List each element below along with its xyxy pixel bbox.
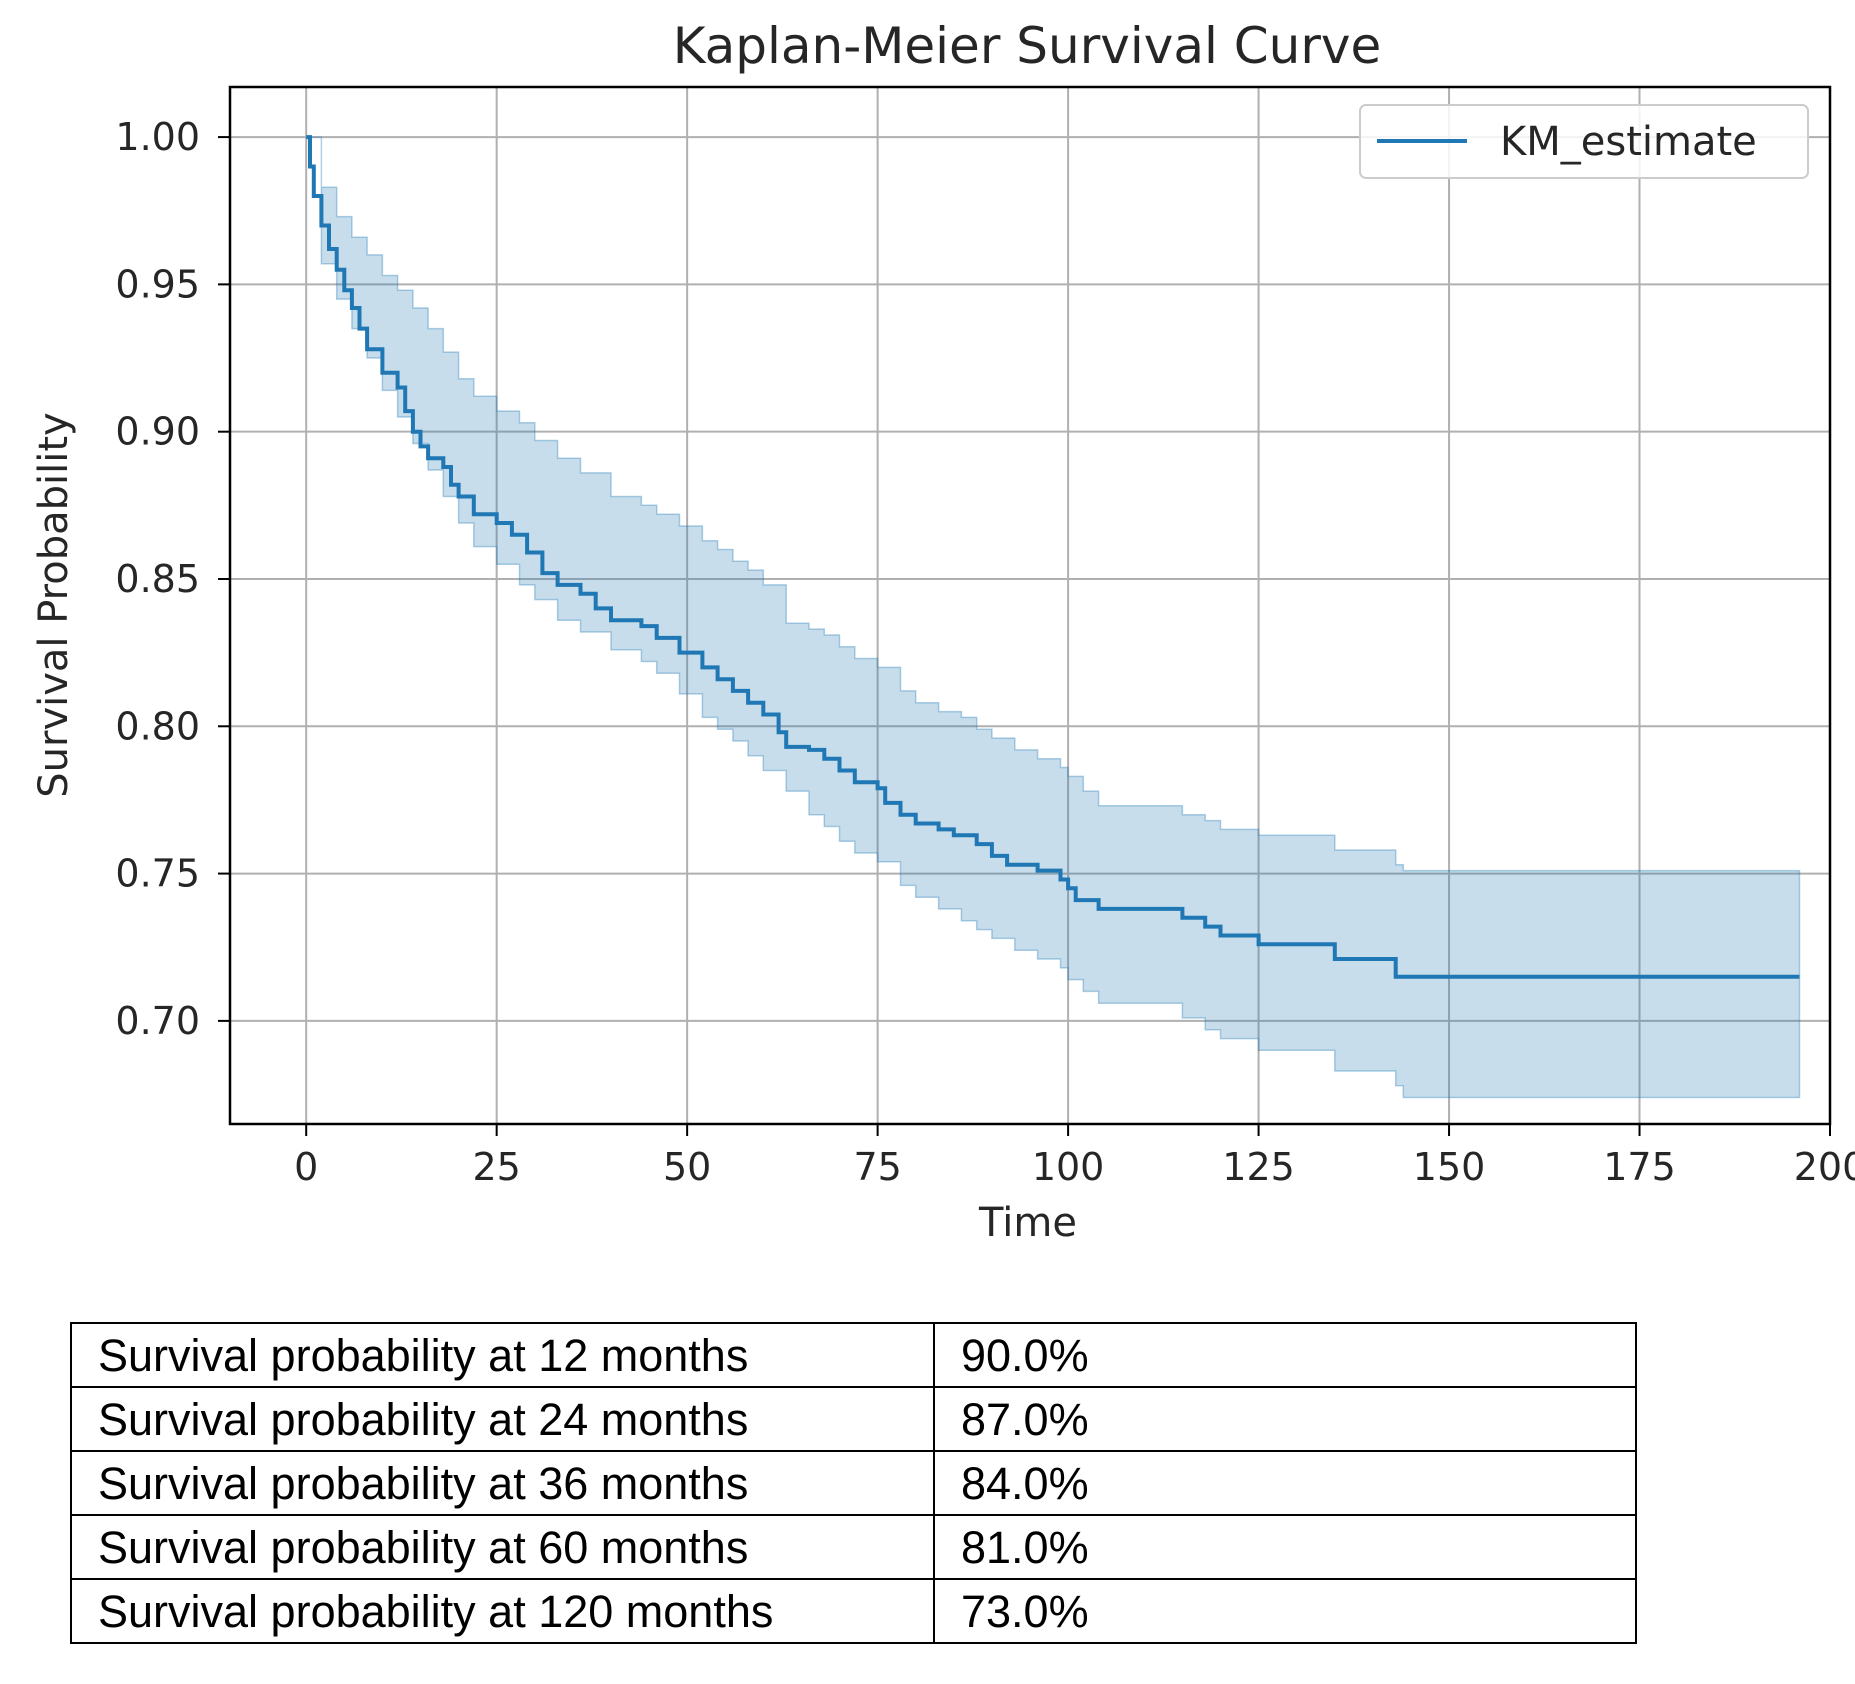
row-label: Survival probability at 12 months: [70, 1322, 935, 1388]
table-row: Survival probability at 12 months 90.0%: [70, 1322, 1637, 1388]
table-row: Survival probability at 24 months 87.0%: [70, 1386, 1637, 1452]
legend: KM_estimate: [1359, 104, 1809, 179]
legend-box: [1359, 104, 1809, 179]
survival-curve-line: [306, 135, 1800, 979]
x-tick-label: 0: [294, 1145, 318, 1189]
km-chart: Kaplan-Meier Survival Curve 0 25 50 75 100 12…: [31, 17, 1855, 1246]
table-row: Survival probability at 36 months 84.0%: [70, 1450, 1637, 1516]
y-axis-ticks: 1.00 0.95 0.90 0.85 0.80 0.75 0.70: [115, 115, 230, 1043]
grid-lines: [230, 87, 1831, 1124]
row-label: Survival probability at 60 months: [70, 1514, 935, 1580]
survival-line-layer: [306, 135, 1800, 979]
y-tick-label: 0.85: [115, 557, 200, 601]
row-label: Survival probability at 120 months: [70, 1578, 935, 1644]
x-axis-label: Time: [978, 1200, 1077, 1246]
x-tick-label: 150: [1413, 1145, 1486, 1189]
y-tick-label: 0.80: [115, 704, 200, 748]
confidence-band: [306, 136, 1801, 1099]
row-value: 73.0%: [933, 1578, 1637, 1644]
y-tick-label: 0.95: [115, 262, 200, 306]
table-row: Survival probability at 60 months 81.0%: [70, 1514, 1637, 1580]
x-tick-label: 75: [853, 1145, 901, 1189]
y-tick-label: 0.70: [115, 999, 200, 1043]
row-value: 81.0%: [933, 1514, 1637, 1580]
y-tick-label: 1.00: [115, 115, 200, 159]
y-tick-label: 0.90: [115, 410, 200, 454]
row-value: 87.0%: [933, 1386, 1637, 1452]
row-label: Survival probability at 36 months: [70, 1450, 935, 1516]
y-axis-label: Survival Probability: [31, 412, 77, 797]
x-tick-label: 50: [663, 1145, 711, 1189]
y-tick-label: 0.75: [115, 852, 200, 896]
x-tick-label: 25: [472, 1145, 520, 1189]
row-value: 84.0%: [933, 1450, 1637, 1516]
x-tick-label: 200: [1794, 1145, 1855, 1189]
row-value: 90.0%: [933, 1322, 1637, 1388]
plot-frame: [228, 85, 1832, 1126]
survival-summary-table: Survival probability at 12 months 90.0% Su…: [70, 1322, 1637, 1644]
confidence-band-layer: [306, 136, 1801, 1099]
x-tick-label: 175: [1603, 1145, 1676, 1189]
x-tick-label: 100: [1032, 1145, 1105, 1189]
x-axis-ticks: 0 25 50 75 100 125 150 175 200: [294, 1124, 1855, 1189]
row-label: Survival probability at 24 months: [70, 1386, 935, 1452]
chart-title: Kaplan-Meier Survival Curve: [673, 17, 1382, 75]
legend-label-km-estimate: KM_estimate: [1500, 119, 1757, 165]
table-row: Survival probability at 120 months 73.0%: [70, 1578, 1637, 1644]
x-tick-label: 125: [1222, 1145, 1295, 1189]
